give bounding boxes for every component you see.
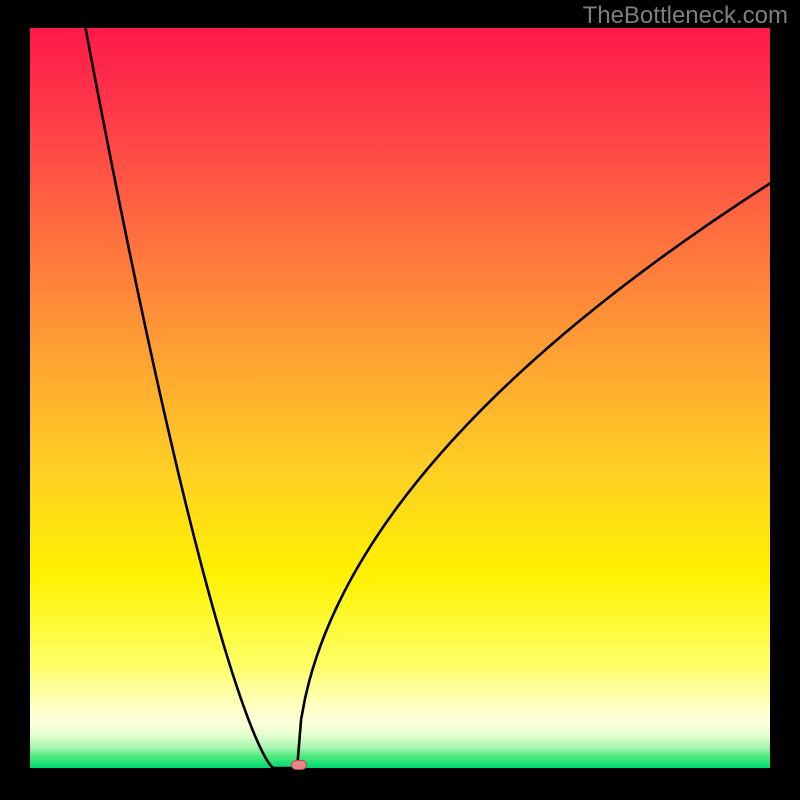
- result-marker: [291, 760, 307, 770]
- curve-layer: [30, 28, 770, 768]
- watermark-text: TheBottleneck.com: [583, 2, 788, 30]
- plot-area: [30, 28, 770, 768]
- chart-container: TheBottleneck.com: [0, 0, 800, 800]
